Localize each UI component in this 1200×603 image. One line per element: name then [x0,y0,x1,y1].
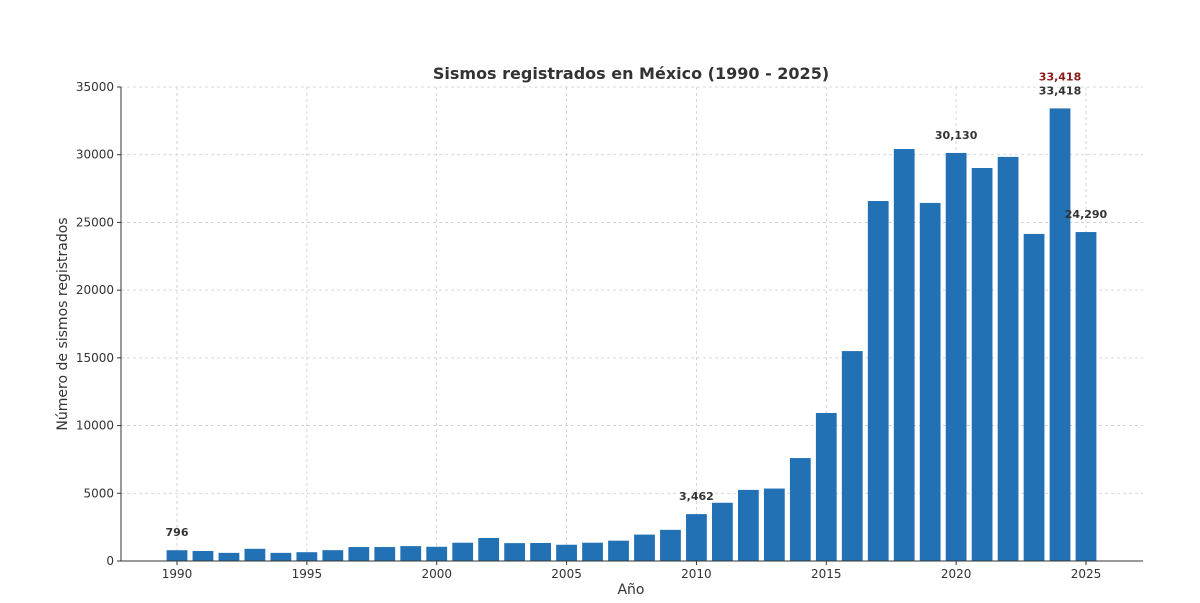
data-label-2010: 3,462 [679,490,714,503]
bar-1999 [400,546,422,561]
x-tick-label: 2000 [421,567,452,581]
bar-2022 [997,156,1019,561]
y-tick-label: 35000 [76,80,114,94]
bar-2013 [763,488,785,561]
bar-1997 [348,547,370,561]
bar-1998 [374,547,396,561]
bar-2021 [971,167,993,562]
bar-2005 [556,544,577,561]
data-label-2020: 30,130 [935,129,978,142]
bar-2004 [530,542,551,561]
bar-2001 [452,542,474,561]
y-tick-label: 0 [106,554,114,568]
bar-2009 [660,529,681,561]
x-tick-label: 2020 [941,567,972,581]
bar-1996 [322,550,344,561]
bar-2000 [426,546,448,561]
y-tick-label: 25000 [76,215,114,229]
bar-2020 [945,152,967,561]
bar-1993 [244,548,266,561]
y-tick-label: 5000 [83,486,114,500]
x-tick-label: 2015 [811,567,842,581]
bar-2024 [1049,108,1071,561]
y-tick-label: 15000 [76,351,114,365]
x-tick-label: 1995 [292,567,323,581]
bar-2006 [582,542,603,561]
x-tick-label: 2005 [551,567,582,581]
data-label-2024-1: 33,418 [1039,70,1081,83]
bar-2016 [841,351,863,561]
bar-2019 [919,202,941,561]
bar-2002 [478,537,500,561]
y-tick-label: 20000 [76,283,114,297]
data-label-2025: 24,290 [1065,208,1108,221]
y-tick-label: 30000 [76,148,114,162]
x-tick-label: 1990 [162,567,193,581]
bar-2007 [608,540,629,561]
bar-2008 [634,534,655,561]
bar-2025 [1075,232,1097,561]
x-tick-label: 2025 [1071,567,1102,581]
x-axis-label: Año [617,582,644,598]
y-axis-label: Número de sismos registrados [55,217,71,430]
y-tick-label: 10000 [76,419,114,433]
bar-1992 [218,552,240,561]
bar-1991 [192,550,214,561]
bar-2017 [867,201,889,561]
bar-2003 [504,543,526,561]
bar-2014 [789,458,811,561]
data-label-2024-2: 33,418 [1039,84,1081,97]
bar-2010 [686,514,707,561]
bar-1990 [166,550,188,561]
bar-1995 [296,552,318,561]
chart-title: Sismos registrados en México (1990 - 202… [433,64,829,83]
bar-2012 [737,489,759,561]
bar-2023 [1023,233,1045,561]
x-tick-label: 2010 [681,567,712,581]
bar-2018 [893,149,915,561]
bar-2011 [712,502,733,561]
bar-2015 [815,412,837,561]
data-label-1990: 796 [166,526,189,539]
bar-1994 [270,552,292,561]
